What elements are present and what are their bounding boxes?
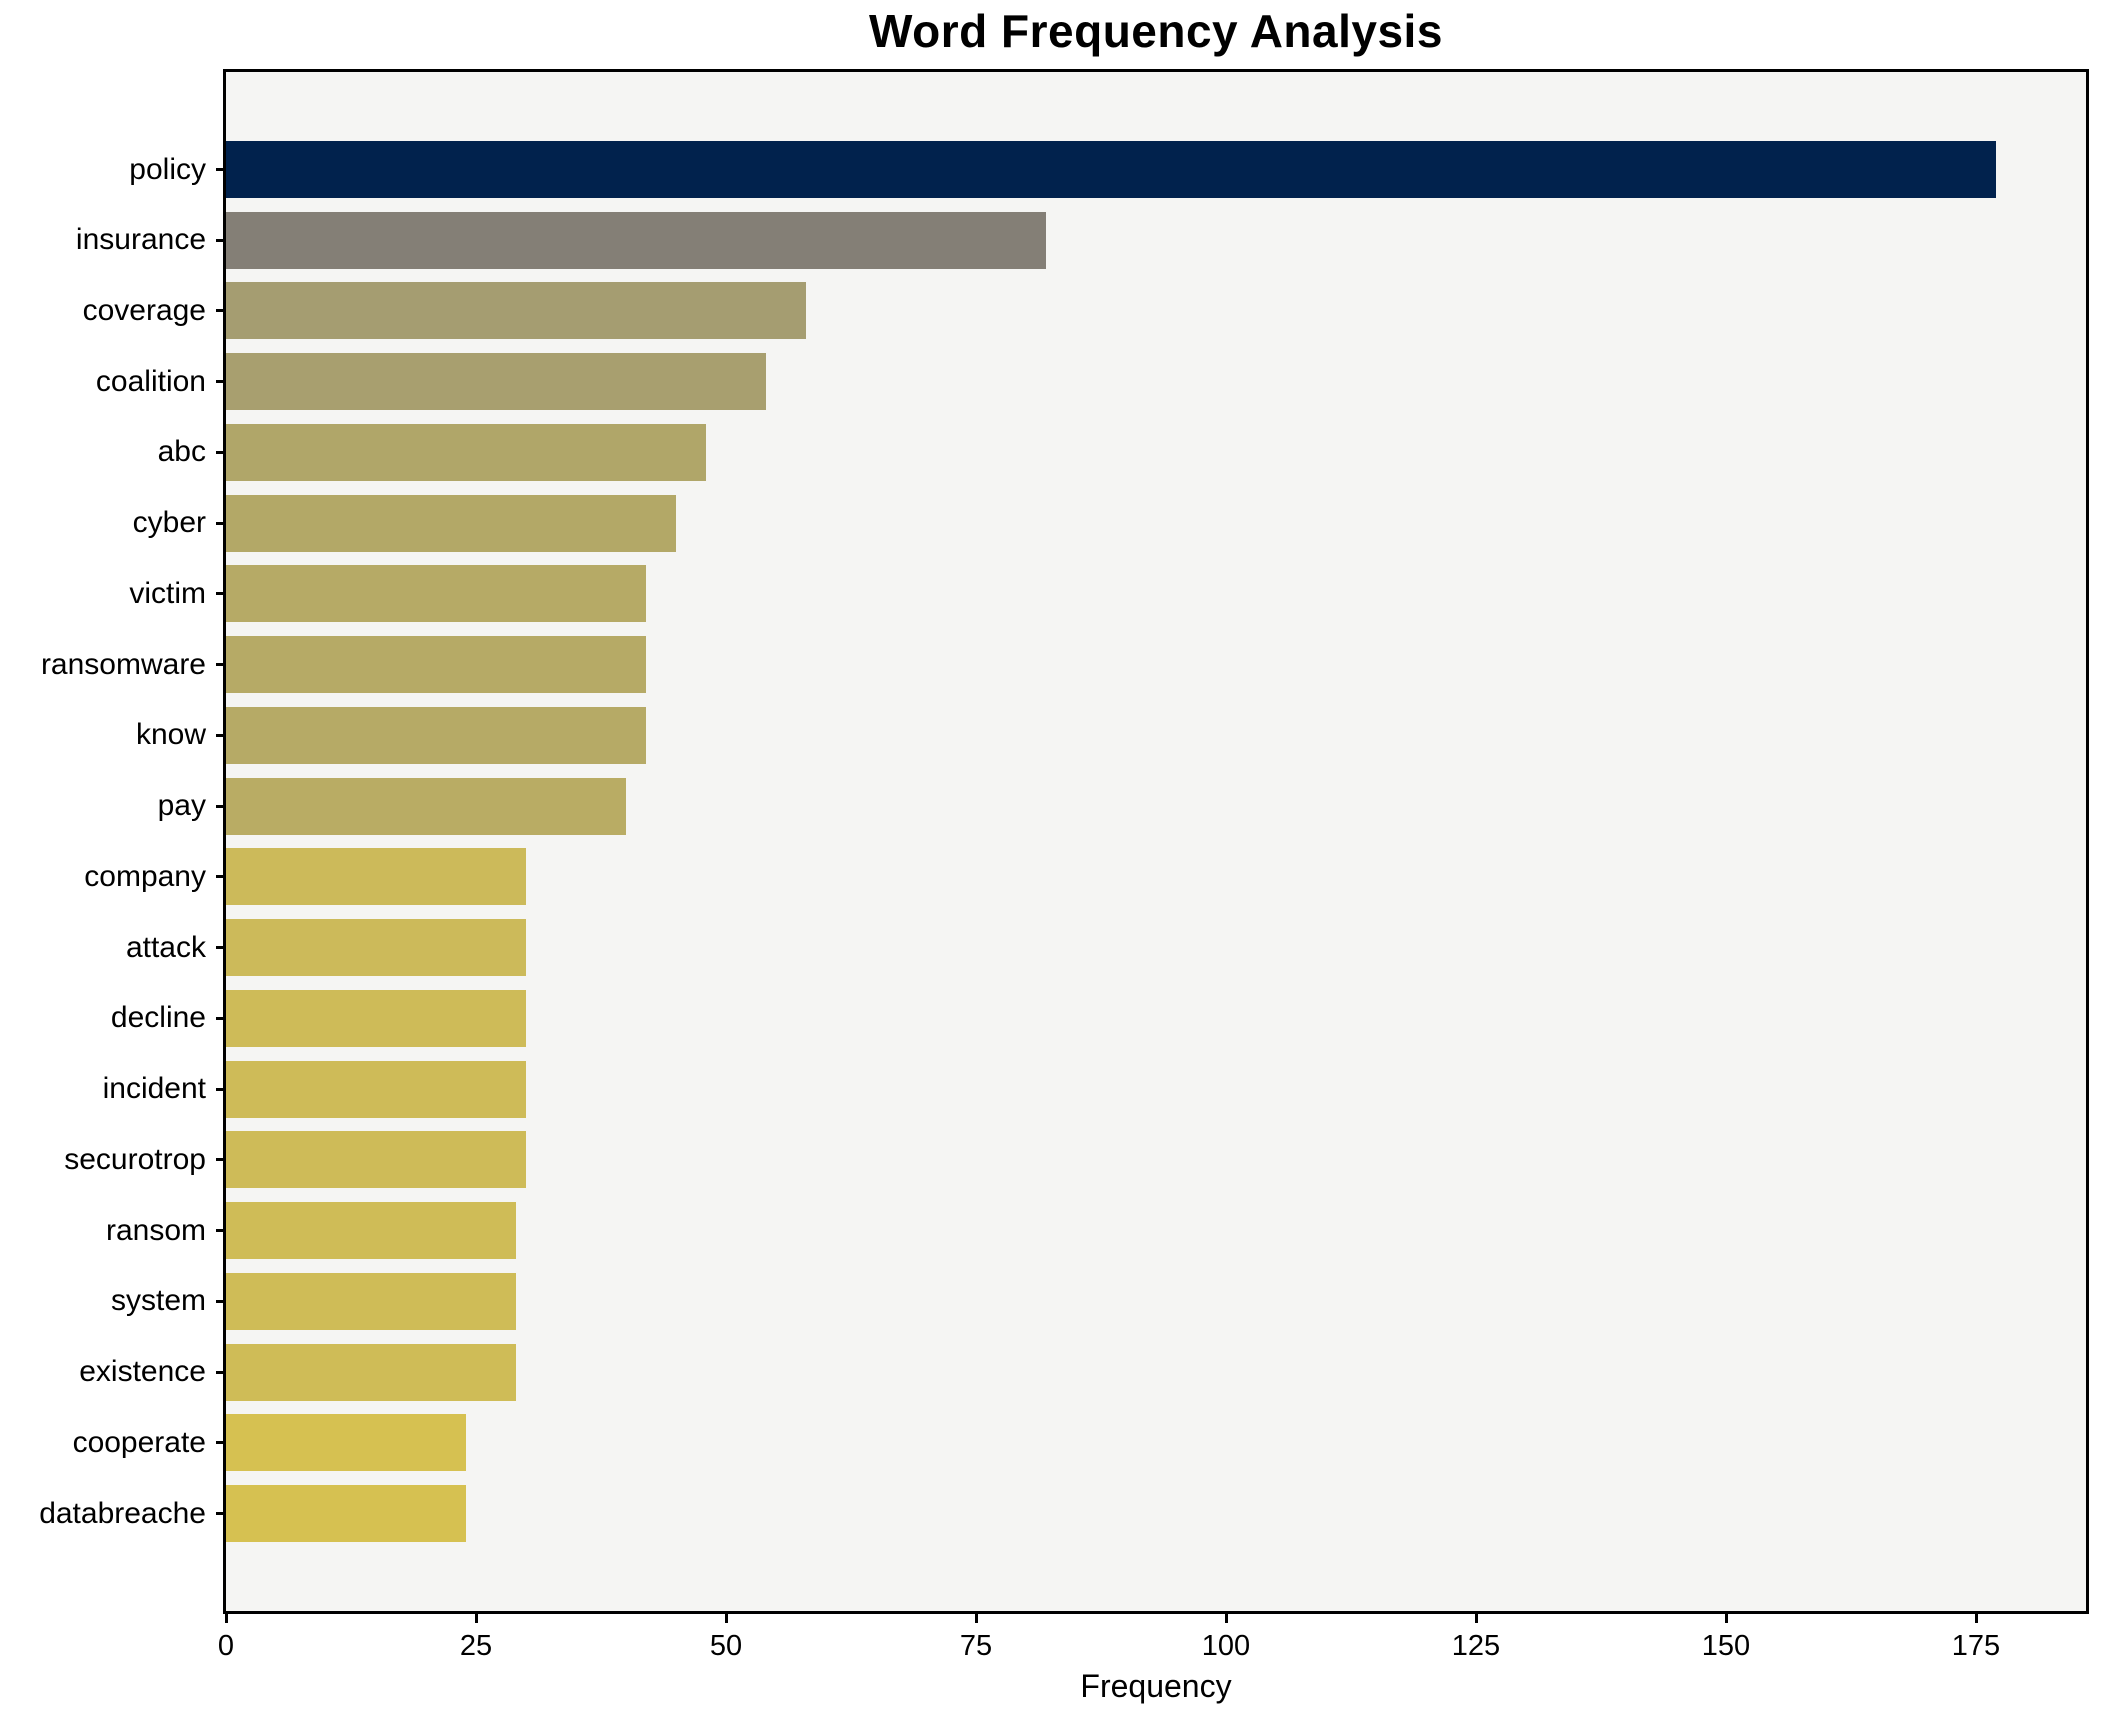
bar-cyber	[226, 494, 676, 552]
x-tick-label-175: 175	[1951, 1630, 2001, 1662]
bar-securotrop	[226, 1131, 526, 1189]
y-tick-label-coalition: coalition	[95, 364, 206, 398]
y-tick-label-cooperate: cooperate	[72, 1425, 206, 1459]
x-tick-label-150: 150	[1701, 1630, 1751, 1662]
y-tick-mark	[216, 1512, 226, 1516]
x-tick-mark	[1974, 1611, 1978, 1623]
x-tick-label-75: 75	[959, 1630, 993, 1662]
y-tick-mark	[216, 1299, 226, 1303]
y-tick-label-databreache: databreache	[39, 1496, 206, 1530]
chart-title: Word Frequency Analysis	[869, 5, 1443, 57]
y-tick-label-ransom: ransom	[105, 1213, 206, 1247]
y-tick-label-policy: policy	[129, 152, 206, 186]
y-tick-mark	[216, 733, 226, 737]
bar-system	[226, 1272, 516, 1330]
y-tick-mark	[216, 1441, 226, 1445]
bar-know	[226, 706, 646, 764]
y-tick-label-company: company	[84, 859, 206, 893]
bar-existence	[226, 1343, 516, 1401]
y-tick-mark	[216, 309, 226, 313]
x-axis-label: Frequency	[1080, 1668, 1232, 1704]
y-tick-label-insurance: insurance	[75, 223, 206, 257]
x-tick-label-125: 125	[1451, 1630, 1501, 1662]
y-tick-label-securotrop: securotrop	[64, 1142, 206, 1176]
bar-coalition	[226, 353, 766, 411]
y-tick-mark	[216, 238, 226, 242]
y-tick-label-know: know	[135, 718, 206, 752]
bar-coverage	[226, 282, 806, 340]
y-tick-label-cyber: cyber	[132, 506, 206, 540]
y-tick-mark	[216, 450, 226, 454]
y-tick-mark	[216, 1370, 226, 1374]
bar-pay	[226, 777, 626, 835]
y-tick-label-incident: incident	[102, 1072, 206, 1106]
y-tick-mark	[216, 1087, 226, 1091]
bar-attack	[226, 919, 526, 977]
bar-ransom	[226, 1202, 516, 1260]
x-tick-label-0: 0	[217, 1630, 235, 1662]
y-tick-mark	[216, 946, 226, 950]
y-tick-mark	[216, 1158, 226, 1162]
x-tick-mark	[974, 1611, 978, 1623]
y-tick-mark	[216, 380, 226, 384]
x-tick-label-100: 100	[1201, 1630, 1251, 1662]
x-tick-mark	[1474, 1611, 1478, 1623]
y-tick-label-ransomware: ransomware	[40, 647, 206, 681]
y-tick-mark	[216, 168, 226, 171]
y-tick-mark	[216, 521, 226, 525]
y-tick-mark	[216, 1016, 226, 1020]
y-tick-label-coverage: coverage	[82, 293, 206, 327]
bar-insurance	[226, 211, 1046, 269]
y-tick-label-decline: decline	[110, 1001, 206, 1035]
bar-policy	[226, 141, 1996, 198]
bar-victim	[226, 565, 646, 623]
x-tick-mark	[474, 1611, 478, 1623]
y-tick-label-abc: abc	[157, 435, 206, 469]
bar-abc	[226, 423, 706, 481]
x-tick-mark	[1724, 1611, 1728, 1623]
bars-container	[226, 72, 2086, 1611]
y-tick-mark	[216, 875, 226, 879]
y-tick-mark	[216, 1229, 226, 1233]
x-tick-mark	[1224, 1611, 1228, 1623]
y-tick-mark	[216, 663, 226, 667]
bar-databreache	[226, 1485, 466, 1543]
x-tick-label-50: 50	[709, 1630, 743, 1662]
y-tick-label-existence: existence	[79, 1355, 206, 1389]
bar-decline	[226, 989, 526, 1047]
x-tick-label-25: 25	[459, 1630, 493, 1662]
y-tick-mark	[216, 592, 226, 596]
bar-ransomware	[226, 636, 646, 694]
x-tick-mark	[724, 1611, 728, 1623]
x-tick-mark	[224, 1611, 228, 1623]
y-tick-label-system: system	[110, 1284, 206, 1318]
bar-incident	[226, 1060, 526, 1118]
bar-cooperate	[226, 1414, 466, 1472]
y-tick-mark	[216, 804, 226, 808]
bar-company	[226, 848, 526, 906]
y-tick-label-attack: attack	[125, 930, 206, 964]
y-tick-label-pay: pay	[157, 789, 206, 823]
y-tick-label-victim: victim	[129, 576, 206, 610]
plot-area	[223, 69, 2089, 1614]
